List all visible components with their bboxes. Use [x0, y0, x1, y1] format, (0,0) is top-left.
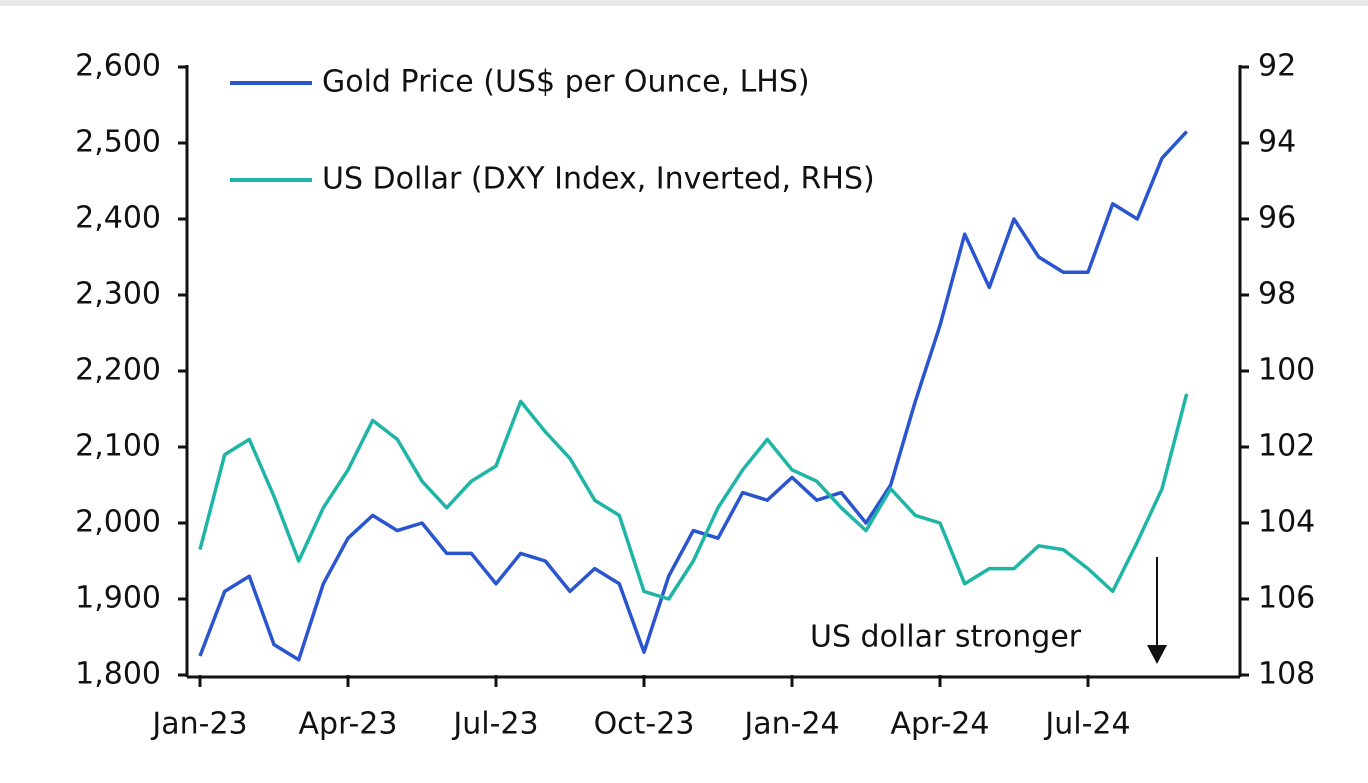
legend-label: US Dollar (DXY Index, Inverted, RHS): [322, 162, 875, 197]
y2-tick-label: 106: [1258, 581, 1315, 616]
series-line: [198, 393, 1189, 601]
annotation: US dollar stronger: [810, 620, 1082, 655]
y-tick-label: 2,100: [75, 429, 161, 464]
x-tick-label: Oct-23: [594, 707, 695, 742]
x-tick-label: Apr-24: [891, 707, 990, 742]
y-tick-label: 2,300: [75, 277, 161, 312]
y2-tick-label: 98: [1258, 277, 1296, 312]
x-tick-label: Jul-24: [1043, 707, 1130, 742]
y-tick-label: 2,000: [75, 505, 161, 540]
y2-tick-label: 92: [1258, 49, 1296, 84]
y-tick-label: 2,600: [75, 49, 161, 84]
y-tick-label: 1,900: [75, 581, 161, 616]
y-tick-label: 2,500: [75, 125, 161, 160]
arrow-head: [1147, 645, 1167, 664]
x-tick-label: Jan-24: [742, 707, 839, 742]
series-line: [198, 130, 1188, 662]
y-tick-label: 2,200: [75, 353, 161, 388]
y2-tick-label: 96: [1258, 201, 1296, 236]
top-border: [0, 0, 1368, 6]
y-tick-label: 1,800: [75, 657, 161, 692]
y2-tick-label: 104: [1258, 505, 1315, 540]
x-tick-label: Jan-23: [150, 707, 247, 742]
y2-tick-label: 100: [1258, 353, 1315, 388]
y-tick-label: 2,400: [75, 201, 161, 236]
y2-tick-label: 102: [1258, 429, 1315, 464]
legend-label: Gold Price (US$ per Ounce, LHS): [322, 65, 810, 100]
x-tick-label: Jul-23: [451, 707, 538, 742]
x-tick-label: Apr-23: [299, 707, 398, 742]
y2-tick-label: 94: [1258, 125, 1296, 160]
y2-tick-label: 108: [1258, 657, 1315, 692]
